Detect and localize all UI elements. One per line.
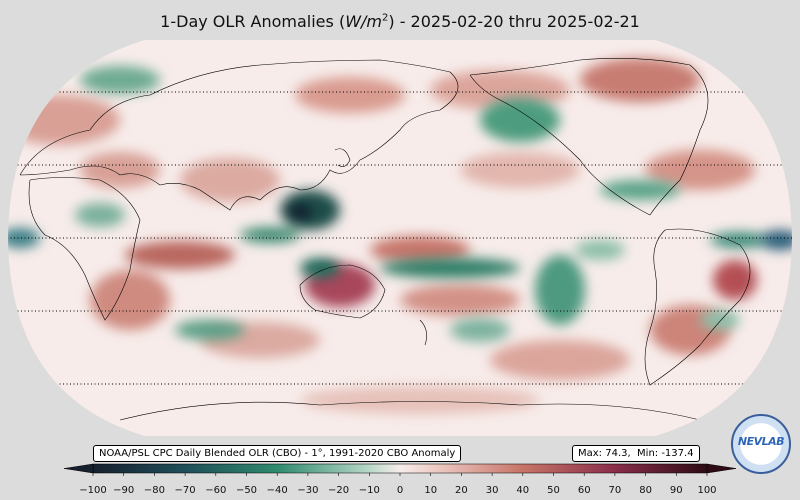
coastline-new-zealand	[419, 319, 427, 346]
negative-patch	[8, 228, 40, 248]
positive-patch	[300, 386, 540, 414]
noaa-logo: NEVLAB	[731, 414, 791, 474]
title-suffix: ) - 2025-02-20 thru 2025-02-21	[388, 12, 640, 31]
negative-patch	[600, 180, 680, 200]
positive-patch	[370, 236, 470, 264]
positive-patch	[490, 340, 630, 380]
max-min-box: Max: 74.3, Min: -137.4	[572, 445, 700, 462]
coastline-japan	[334, 148, 351, 167]
positive-patch	[125, 241, 235, 269]
source-label: NOAA/PSL CPC Daily Blended OLR (CBO) - 1…	[99, 448, 456, 459]
coastlines	[19, 58, 751, 421]
source-label-box: NOAA/PSL CPC Daily Blended OLR (CBO) - 1…	[93, 445, 462, 462]
max-label: Max: 74.3,	[578, 448, 631, 459]
positive-patch	[180, 158, 280, 202]
coastline-africa	[28, 177, 141, 321]
negative-patch	[760, 230, 792, 250]
min-label: Min: -137.4	[637, 448, 694, 459]
coastline-eurasia	[19, 59, 459, 211]
negative-patch	[80, 66, 160, 94]
negative-patch	[286, 202, 314, 222]
negative-patch	[480, 98, 560, 142]
negative-patch	[380, 258, 520, 278]
parallels	[8, 91, 792, 385]
negative-patch	[710, 232, 770, 248]
positive-patch	[80, 152, 160, 188]
anomaly-field	[8, 40, 792, 436]
positive-patch	[645, 150, 755, 190]
coastline-south-america	[644, 228, 751, 386]
coastline-north-america	[469, 58, 709, 216]
positive-patch	[400, 284, 520, 316]
title-unit-exponent: 2	[381, 12, 389, 24]
positive-patch	[460, 152, 580, 188]
negative-patch	[75, 203, 125, 227]
positive-patch	[713, 260, 757, 300]
positive-patch	[580, 58, 700, 102]
chart-title: 1-Day OLR Anomalies (W/m2) - 2025-02-20 …	[0, 12, 800, 31]
negative-patch	[700, 310, 740, 330]
negative-patch	[240, 227, 300, 243]
title-prefix: 1-Day OLR Anomalies (	[160, 12, 346, 31]
negative-patch	[300, 258, 340, 278]
negative-patch	[450, 318, 510, 342]
logo-text: NEVLAB	[737, 435, 785, 448]
coastline-antarctica	[119, 401, 701, 421]
negative-anomaly-patches	[8, 66, 792, 342]
negative-patch	[535, 255, 585, 325]
coastline-australia	[299, 264, 386, 319]
negative-patch	[175, 320, 245, 340]
negative-patch	[575, 240, 625, 260]
positive-patch	[90, 270, 170, 330]
positive-patch	[295, 77, 405, 113]
positive-patch	[8, 95, 120, 145]
title-unit: W/m	[345, 12, 382, 31]
